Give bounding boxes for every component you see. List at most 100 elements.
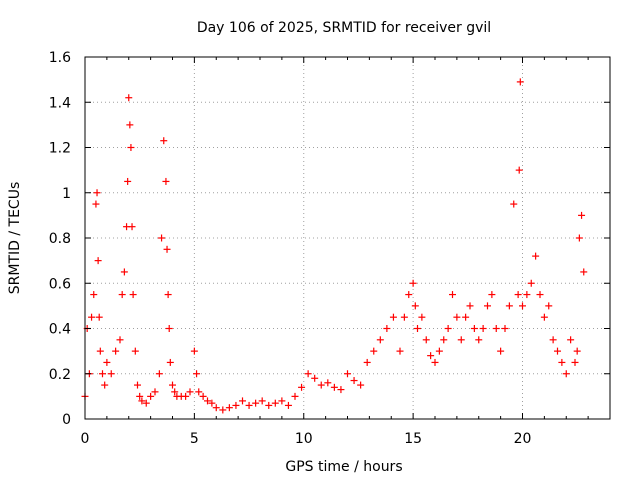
- data-point: [344, 370, 351, 378]
- data-point: [151, 388, 159, 396]
- data-point: [101, 381, 109, 389]
- data-point: [431, 358, 439, 366]
- data-point: [497, 347, 505, 355]
- data-point: [567, 336, 575, 344]
- data-point: [311, 374, 319, 382]
- data-point: [532, 252, 540, 260]
- data-point: [128, 223, 136, 231]
- data-point: [258, 397, 266, 405]
- y-tick-label: 1.4: [49, 95, 71, 111]
- data-point: [160, 137, 168, 145]
- data-point: [516, 78, 524, 86]
- data-point: [492, 325, 500, 332]
- data-point: [163, 245, 171, 253]
- data-point: [449, 291, 456, 299]
- data-point: [554, 347, 561, 355]
- data-point: [103, 358, 111, 366]
- y-tick-label: 1: [62, 186, 71, 202]
- data-point: [317, 381, 325, 389]
- data-point: [514, 291, 522, 299]
- data-point: [488, 291, 496, 299]
- data-point: [131, 347, 139, 355]
- data-point: [126, 121, 134, 129]
- data-point: [155, 370, 163, 378]
- data-point: [93, 189, 101, 197]
- data-point: [125, 94, 133, 102]
- data-point: [578, 211, 586, 219]
- data-point: [400, 313, 408, 321]
- data-point: [562, 370, 570, 378]
- data-point: [219, 406, 227, 414]
- y-tick-label: 1.2: [49, 141, 71, 157]
- data-point: [409, 279, 417, 287]
- data-point: [519, 302, 526, 310]
- data-point: [411, 302, 419, 310]
- data-point: [169, 381, 176, 389]
- data-point: [571, 358, 579, 366]
- data-point: [580, 268, 588, 276]
- data-point: [232, 401, 240, 409]
- data-point: [166, 358, 174, 366]
- data-point: [239, 397, 246, 405]
- data-point: [94, 257, 102, 265]
- y-tick-label: 0: [62, 412, 71, 428]
- data-point: [182, 392, 190, 400]
- data-point: [90, 291, 98, 299]
- data-point: [527, 279, 535, 287]
- data-point: [162, 177, 170, 185]
- data-point: [414, 325, 421, 332]
- data-point: [501, 325, 509, 332]
- data-point: [271, 399, 279, 407]
- data-point: [112, 347, 120, 355]
- data-point: [453, 313, 461, 321]
- x-tick-label: 20: [514, 431, 532, 447]
- data-point: [107, 370, 115, 378]
- data-point: [124, 177, 132, 185]
- data-point: [138, 397, 146, 405]
- data-point: [245, 401, 253, 409]
- data-point: [475, 336, 483, 344]
- data-point: [540, 313, 548, 321]
- x-tick-label: 0: [81, 431, 90, 447]
- data-point: [422, 336, 430, 344]
- data-point: [95, 313, 103, 321]
- data-point: [479, 325, 487, 332]
- data-point: [190, 347, 198, 355]
- data-point: [545, 302, 553, 310]
- data-point: [444, 325, 452, 332]
- data-point: [558, 358, 566, 366]
- chart-title: Day 106 of 2025, SRMTID for receiver gvi…: [197, 20, 491, 36]
- data-point: [510, 200, 518, 208]
- data-point: [298, 383, 306, 391]
- data-point: [96, 347, 104, 355]
- data-point: [440, 336, 448, 344]
- data-point: [164, 291, 172, 299]
- data-point: [505, 302, 513, 310]
- data-point: [142, 399, 150, 407]
- data-point: [284, 401, 292, 409]
- y-tick-labels: 0 0.2 0.4 0.6 0.8 1 1.2 1.4 1.6: [49, 50, 71, 428]
- y-tick-label: 0.4: [49, 322, 71, 338]
- data-point: [427, 352, 435, 360]
- data-point: [536, 291, 544, 299]
- y-axis-title: SRMTID / TECUs: [7, 182, 23, 295]
- data-point: [462, 313, 470, 321]
- grid-lines: [85, 57, 610, 419]
- data-point: [418, 313, 426, 321]
- data-point: [193, 370, 201, 378]
- data-point: [195, 388, 203, 396]
- data-point: [470, 325, 478, 332]
- y-tick-label: 0.2: [49, 367, 71, 383]
- data-point: [165, 325, 173, 332]
- data-point: [208, 399, 216, 407]
- data-point: [457, 336, 465, 344]
- data-point: [134, 381, 141, 389]
- data-point: [120, 268, 128, 276]
- data-point: [265, 401, 273, 409]
- data-point: [330, 383, 338, 391]
- data-point: [171, 388, 179, 396]
- data-point: [99, 370, 106, 378]
- data-point: [92, 200, 100, 208]
- data-point: [484, 302, 491, 310]
